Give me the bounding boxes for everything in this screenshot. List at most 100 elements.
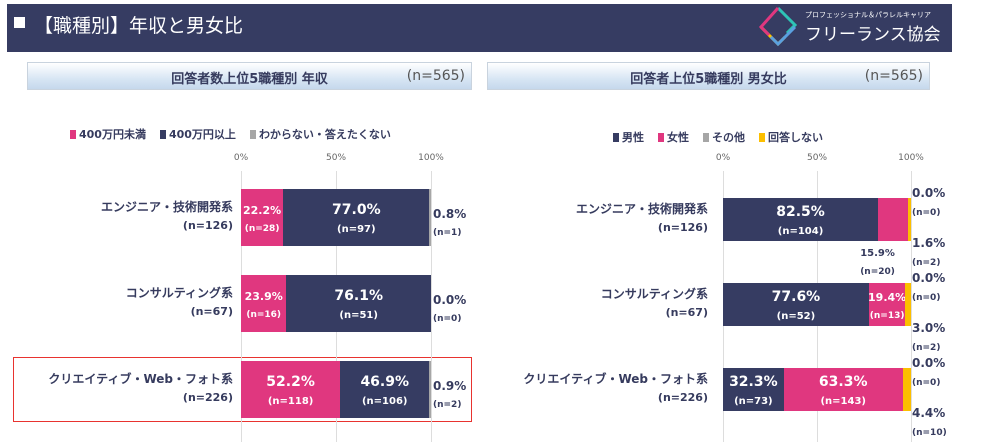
bar-segment (429, 189, 431, 246)
category-label: クリエイティブ・Web・フォト系 (n=226) (48, 370, 233, 407)
value-label: 1.6% (912, 236, 946, 250)
value-label: 23.9% (244, 289, 283, 303)
legend: 男性 女性 その他 回答しない (613, 129, 837, 145)
category-label: コンサルティング系 (n=67) (601, 285, 708, 322)
data-label: 0.0% (n=0) (912, 268, 945, 303)
category-n: (n=126) (182, 218, 233, 232)
data-label: 0.9% (n=2) (433, 376, 466, 411)
gridline (911, 171, 912, 442)
count-label: (n=0) (433, 314, 462, 325)
data-label: 23.9% (n=16) (245, 286, 283, 321)
bar-segment: 77.6% (n=52) (723, 283, 869, 326)
category-name: クリエイティブ・Web・フォト系 (523, 371, 708, 386)
category-label: コンサルティング系 (n=67) (126, 284, 233, 321)
legend-item: 400万円未満 (70, 126, 146, 142)
count-label: (n=104) (777, 225, 824, 237)
count-label: (n=73) (734, 395, 773, 407)
bar-segment (429, 361, 431, 418)
bar-segment: 63.3% (n=143) (783, 368, 903, 411)
bar-segment: 32.3% (n=73) (723, 368, 784, 411)
value-label: 4.4% (912, 406, 946, 420)
data-label: 0.8% (n=1) (433, 204, 466, 239)
count-label: (n=20) (860, 266, 895, 277)
count-label: (n=51) (339, 309, 378, 321)
category-n: (n=67) (665, 305, 708, 319)
title-square-icon (14, 17, 25, 28)
bar-segment (878, 198, 908, 241)
value-label: 77.6% (771, 288, 821, 305)
data-label: 77.6% (n=52) (772, 287, 821, 323)
legend-swatch (703, 132, 709, 142)
chart-title-banner: 回答者上位5職種別 男女比 (n=565) (487, 62, 930, 90)
category-n: (n=67) (190, 304, 233, 318)
data-label: 63.3% (n=143) (819, 372, 868, 408)
legend-swatch (249, 129, 256, 139)
axis-tick-label: 50% (325, 153, 347, 163)
axis-tick-label: 50% (806, 153, 828, 163)
chart-title: 回答者上位5職種別 男女比 (630, 72, 787, 87)
count-label: (n=16) (246, 310, 282, 321)
data-label: 46.9% (n=106) (360, 372, 409, 408)
category-n: (n=226) (657, 390, 708, 404)
bar-segment: 82.5% (n=104) (723, 198, 879, 241)
logo-subtitle: プロフェッショナル＆パラレルキャリア (805, 11, 931, 19)
bar-segment: 46.9% (n=106) (340, 361, 430, 418)
count-label: (n=1) (433, 228, 462, 239)
count-label: (n=28) (244, 224, 280, 235)
bar-segment: 22.2% (n=28) (241, 189, 284, 246)
count-label: (n=2) (912, 342, 941, 353)
bar-segment: 23.9% (n=16) (241, 275, 287, 332)
axis-tick-label: 100% (898, 153, 924, 163)
count-label: (n=0) (912, 292, 941, 303)
value-label: 0.0% (912, 186, 946, 200)
legend-swatch (70, 129, 76, 139)
bar-segment: 52.2% (n=118) (241, 361, 341, 418)
legend-item: 400万円以上 (159, 126, 236, 142)
data-label: 0.0% (n=0) (912, 183, 945, 218)
chart-title: 回答者数上位5職種別 年収 (171, 72, 328, 87)
legend-swatch (759, 132, 765, 142)
bar-segment (905, 283, 911, 326)
data-label: 0.0% (n=0) (912, 353, 945, 388)
category-n: (n=126) (657, 220, 708, 234)
category-name: コンサルティング系 (125, 285, 233, 300)
legend-label: わからない・答えたくない (258, 128, 391, 141)
value-label: 32.3% (729, 373, 778, 390)
data-label: 76.1% (n=51) (334, 286, 383, 322)
data-label: 32.3% (n=73) (729, 372, 778, 408)
count-label: (n=143) (820, 395, 866, 407)
count-label: (n=2) (912, 257, 941, 268)
value-label: 22.2% (243, 203, 282, 217)
value-label: 0.0% (912, 271, 946, 285)
axis-tick-label: 0% (715, 153, 731, 163)
count-label: (n=118) (267, 395, 314, 407)
legend-swatch (613, 132, 619, 142)
value-label: 76.1% (334, 287, 383, 304)
count-label: (n=97) (337, 223, 376, 235)
count-label: (n=13) (869, 311, 905, 322)
data-label: 0.0% (n=0) (433, 290, 466, 325)
legend-swatch (159, 129, 166, 139)
sample-size: (n=565) (864, 68, 923, 84)
category-n: (n=226) (182, 390, 233, 404)
legend-swatch (658, 132, 664, 142)
value-label: 3.0% (912, 321, 946, 335)
value-label: 82.5% (776, 203, 825, 220)
count-label: (n=0) (912, 207, 941, 218)
legend-label: 男性 (622, 131, 644, 144)
count-label: (n=52) (776, 310, 816, 322)
count-label: (n=2) (433, 400, 462, 411)
legend-label: その他 (712, 131, 745, 144)
value-label: 15.9% (860, 248, 895, 259)
legend-label: 400万円以上 (168, 128, 236, 141)
value-label: 63.3% (818, 373, 868, 390)
legend-label: 回答しない (768, 131, 823, 144)
chart-title-banner: 回答者数上位5職種別 年収 (n=565) (27, 62, 472, 90)
page-title: 【職種別】年収と男女比 (34, 15, 244, 37)
bar-segment (902, 368, 911, 411)
bar-segment: 76.1% (n=51) (286, 275, 431, 332)
value-label: 0.0% (433, 292, 467, 307)
data-label: 82.5% (n=104) (776, 202, 825, 238)
legend-label: 女性 (667, 131, 689, 144)
value-label: 77.0% (332, 201, 381, 218)
